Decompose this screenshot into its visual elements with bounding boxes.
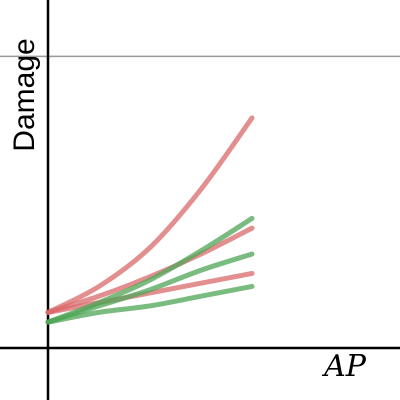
series-line-5 xyxy=(45,251,255,325)
y-axis-label: Damage xyxy=(8,38,41,151)
series-line-2 xyxy=(45,225,255,315)
series-line-3 xyxy=(45,270,255,315)
series-group xyxy=(45,115,255,325)
series-line-6 xyxy=(45,283,255,325)
x-axis-label: AP xyxy=(321,349,367,384)
series-line-1 xyxy=(45,115,255,315)
